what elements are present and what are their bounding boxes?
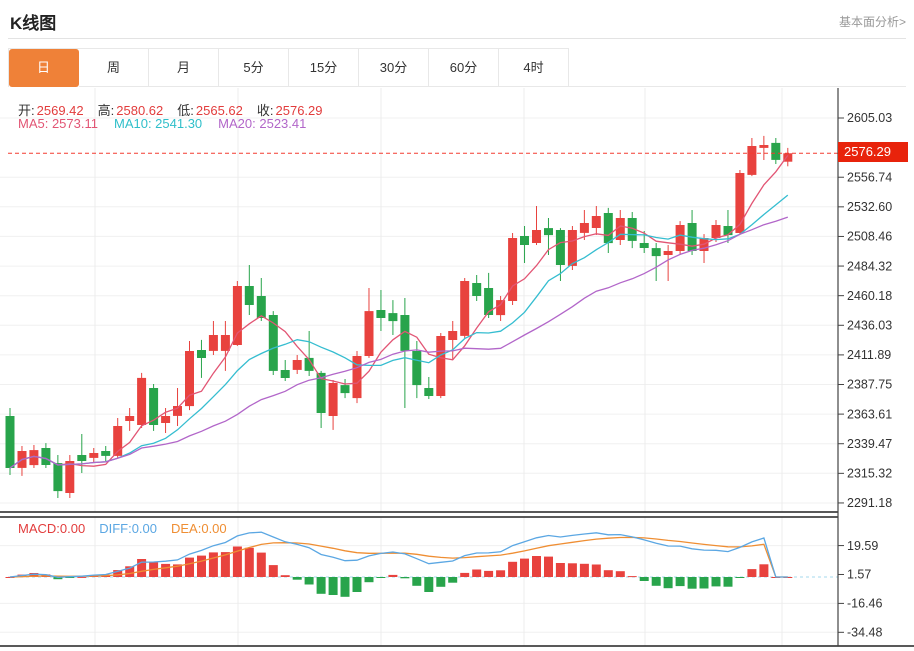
axis-label: 2363.61	[847, 407, 892, 421]
axis-label: 2291.18	[847, 496, 892, 510]
tab-日[interactable]: 日	[9, 49, 79, 87]
axis-label: 2436.03	[847, 318, 892, 332]
macd-item: DEA:0.00	[171, 521, 227, 536]
tab-30分[interactable]: 30分	[359, 49, 429, 87]
axis-label: 2605.03	[847, 111, 892, 125]
macd-lines-group	[9, 531, 788, 578]
ohlc-item: 高: 2580.62	[97, 103, 164, 118]
axis-label: 2315.32	[847, 467, 892, 481]
ma-item: MA5: 2573.11	[18, 116, 98, 131]
ma5-line	[9, 155, 789, 469]
axis-label: -34.48	[847, 626, 882, 640]
tab-60分[interactable]: 60分	[429, 49, 499, 87]
axis-label: 2387.75	[847, 378, 892, 392]
diff-line	[9, 531, 788, 578]
ohlc-item: 低: 2565.62	[177, 103, 243, 118]
ma-values-row: MA5: 2573.11 MA10: 2541.30 MA20: 2523.41	[18, 116, 322, 131]
tab-15分[interactable]: 15分	[289, 49, 359, 87]
axis-label: -16.46	[847, 597, 882, 611]
period-tab-bar: 日周月 5分 15分 30分 60分 4时	[8, 48, 569, 87]
ma-item: MA20: 2523.41	[218, 116, 307, 131]
current-price-tag: 2576.29	[838, 142, 908, 162]
page-title: K线图	[10, 14, 57, 33]
axis-label: 2532.60	[847, 200, 892, 214]
macd-item: MACD:0.00	[18, 521, 86, 536]
macd-values-row: MACD:0.00 DIFF:0.00 DEA:0.00	[18, 521, 241, 536]
macd-item: DIFF:0.00	[99, 521, 157, 536]
axes-group: 2605.03 2556.74 2532.60 2508.46 2484.32 2460.…	[0, 88, 914, 647]
macd-histogram	[5, 546, 793, 597]
tab-5分[interactable]: 5分	[219, 49, 289, 87]
tab-周[interactable]: 周	[79, 49, 149, 87]
axis-label: 2484.32	[847, 259, 892, 273]
axis-label: 1.57	[847, 568, 871, 582]
ma-item: MA10: 2541.30	[113, 116, 203, 131]
ma-lines-group	[9, 155, 789, 469]
ohlc-item: 收: 2576.29	[256, 103, 323, 118]
ohlc-row: 开: 2569.42 高: 2580.62 低: 2565.62 收: 2576.29	[18, 100, 337, 119]
header-divider	[8, 38, 906, 39]
ohlc-item: 开: 2569.42	[18, 103, 84, 118]
axis-label: 2508.46	[847, 230, 892, 244]
axis-label: 2411.89	[847, 348, 891, 362]
ma20-line	[9, 216, 789, 469]
axis-label: 19.59	[847, 539, 878, 553]
tab-4时[interactable]: 4时	[499, 49, 569, 87]
axis-label: 2556.74	[847, 170, 892, 184]
fundamental-analysis-link[interactable]: 基本面分析>	[838, 15, 906, 29]
axis-label: 2460.18	[847, 289, 892, 303]
tab-月[interactable]: 月	[149, 49, 219, 87]
axis-label: 2339.47	[847, 437, 892, 451]
ma10-line	[9, 194, 789, 469]
tab-bar-underline	[568, 86, 906, 87]
